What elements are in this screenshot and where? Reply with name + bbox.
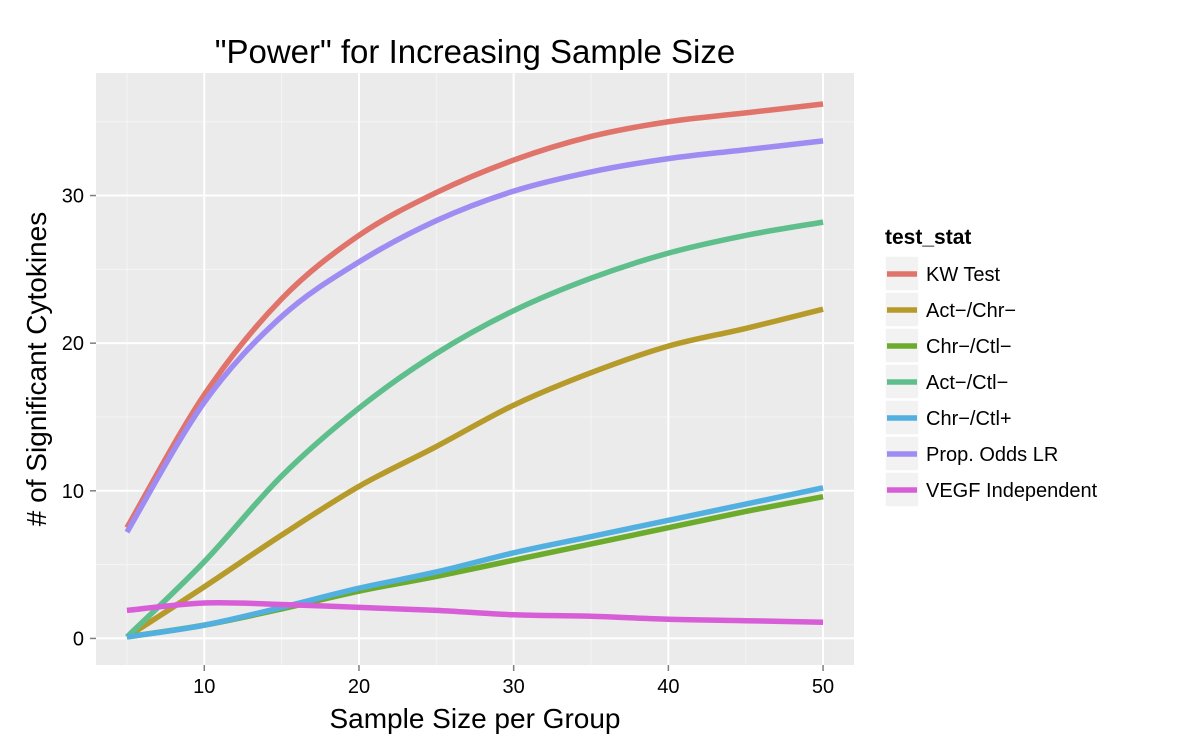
legend-item-chr-ctl: Chr−/Ctl−: [884, 327, 1012, 364]
legend-label: Act−/Chr−: [926, 300, 1016, 322]
legend: test_stat KW Test Act−/Chr− Chr−/Ctl− Act−/…: [884, 226, 1098, 508]
x-tick-label: 40: [657, 676, 679, 698]
x-axis-ticks: 10 20 30 40 50: [193, 665, 834, 698]
legend-item-chr-ctl: Chr−/Ctl+: [884, 399, 1012, 436]
x-tick-label: 10: [193, 676, 215, 698]
legend-item-vegf-independent: VEGF Independent: [884, 471, 1098, 508]
x-tick-label: 20: [348, 676, 370, 698]
y-tick-label: 0: [73, 628, 84, 650]
legend-label: Prop. Odds LR: [926, 444, 1058, 466]
x-axis-title: Sample Size per Group: [329, 703, 620, 734]
legend-item-prop-odds-lr: Prop. Odds LR: [884, 435, 1058, 472]
legend-items: KW Test Act−/Chr− Chr−/Ctl− Act−/Ctl− Chr−/C…: [884, 255, 1098, 508]
series-line-prop-odds-lr: [124, 138, 824, 534]
legend-item-act-chr: Act−/Chr−: [884, 291, 1016, 328]
legend-label: Chr−/Ctl−: [926, 336, 1012, 358]
series-line-act-ctl: [125, 219, 824, 639]
series-line-act-chr: [125, 306, 824, 640]
y-tick-label: 10: [62, 481, 84, 503]
legend-item-kw-test: KW Test: [884, 255, 1001, 292]
series-line-chr-ctl: [126, 485, 824, 640]
x-tick-label: 30: [503, 676, 525, 698]
legend-title: test_stat: [885, 226, 971, 249]
series-line-vegf-independent: [126, 599, 824, 625]
legend-label: VEGF Independent: [926, 480, 1098, 502]
legend-item-act-ctl: Act−/Ctl−: [884, 363, 1008, 400]
legend-label: Act−/Ctl−: [926, 372, 1008, 394]
y-tick-label: 20: [62, 333, 84, 355]
legend-label: KW Test: [926, 264, 1001, 286]
y-axis-title: # of Significant Cytokines: [21, 212, 52, 526]
x-tick-label: 50: [812, 676, 834, 698]
y-axis-ticks: 0 10 20 30: [62, 186, 96, 650]
grid-major: [96, 73, 854, 665]
chart-title: "Power" for Increasing Sample Size: [215, 33, 736, 70]
y-tick-label: 30: [62, 186, 84, 208]
plot-panel: [96, 73, 854, 665]
series-lines: [124, 101, 824, 640]
series-line-kw-test: [124, 101, 824, 530]
legend-label: Chr−/Ctl+: [926, 408, 1012, 430]
